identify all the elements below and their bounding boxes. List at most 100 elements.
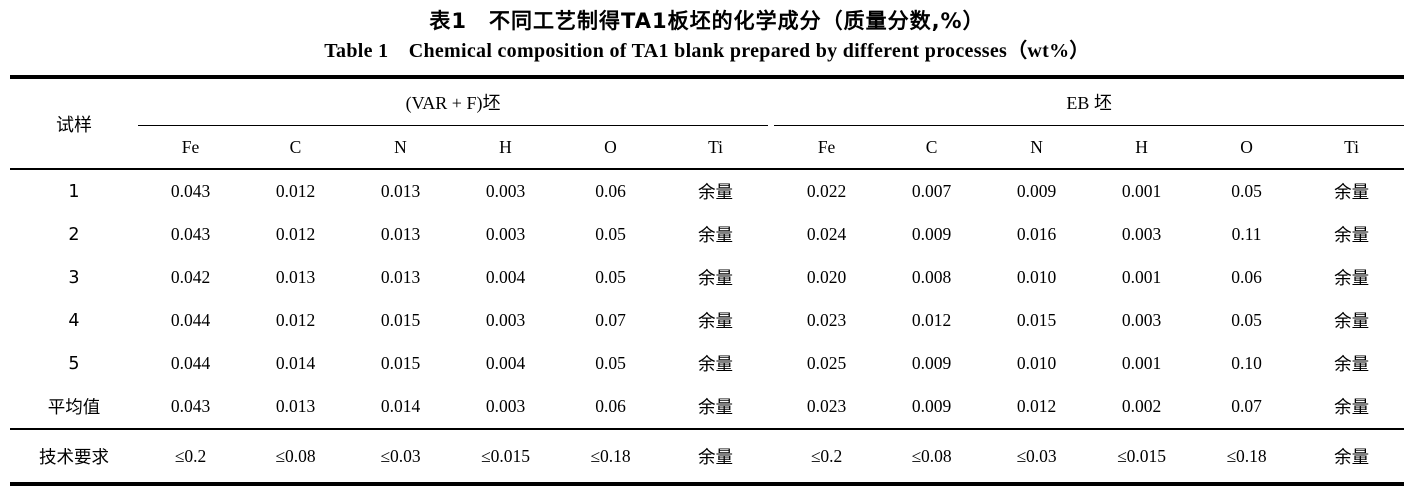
table-cell: 0.010 [1016, 267, 1057, 287]
row-label: 平均值 [47, 398, 101, 418]
table-cell: 0.023 [806, 310, 847, 330]
table-cell: 0.044 [170, 353, 211, 373]
table-cell: 0.05 [595, 353, 626, 373]
table-cell: 0.06 [595, 396, 626, 416]
requirement-row: 技术要求 ≤0.2 ≤0.08 ≤0.03 ≤0.015 ≤0.18 余量 ≤0.2 ≤0.08… [10, 428, 1405, 484]
table-cell: 余量 [698, 226, 734, 246]
table-cell: 0.009 [911, 353, 952, 373]
table-cell: 0.012 [275, 181, 316, 201]
col-header-eb-h: H [1089, 125, 1195, 170]
col-header-varf-h: H [453, 125, 558, 170]
table-cell: 0.05 [1231, 310, 1262, 330]
table-cell: 0.002 [1121, 396, 1162, 416]
table-cell: ≤0.08 [879, 428, 985, 484]
group-header-eb: EB 坯 [774, 77, 1405, 126]
table-cell: 0.015 [1016, 310, 1057, 330]
table-cell: 余量 [1334, 312, 1370, 332]
table-cell: 0.014 [380, 396, 421, 416]
table-cell: 0.043 [170, 224, 211, 244]
table-cell: 0.001 [1121, 267, 1162, 287]
row-label: 4 [68, 310, 80, 331]
table-cell: 0.008 [911, 267, 952, 287]
row-label: 1 [68, 181, 80, 202]
table-cell: 余量 [698, 398, 734, 418]
table-cell: 0.010 [1016, 353, 1057, 373]
table-cell: 0.013 [380, 224, 421, 244]
table-cell: ≤0.2 [138, 428, 243, 484]
table-cell: 余量 [1334, 355, 1370, 375]
table-cell: ≤0.015 [453, 428, 558, 484]
col-header-varf-fe: Fe [138, 125, 243, 170]
table-cell: 0.003 [485, 181, 526, 201]
table-cell: 0.003 [1121, 224, 1162, 244]
table-cell: 0.013 [275, 396, 316, 416]
col-header-varf-c: C [243, 125, 348, 170]
table-cell: 0.015 [380, 353, 421, 373]
table-cell: 0.015 [380, 310, 421, 330]
table-cell: 余量 [698, 355, 734, 375]
table-title-en: Table 1 Chemical composition of TA1 blan… [324, 40, 1090, 62]
table-cell: 0.012 [1016, 396, 1057, 416]
table-cell: 0.024 [806, 224, 847, 244]
table-cell: 0.003 [1121, 310, 1162, 330]
table-cell: 0.07 [1231, 396, 1262, 416]
table-row: 平均值 0.043 0.013 0.014 0.003 0.06 余量 0.023 0.009 0… [10, 385, 1404, 429]
table-cell: 0.11 [1231, 224, 1262, 244]
table-cell: 余量 [1334, 226, 1370, 246]
row-label: 2 [68, 224, 80, 245]
table-cell: 余量 [663, 428, 769, 484]
table-cell: 0.009 [911, 224, 952, 244]
row-label: 3 [68, 267, 80, 288]
table-cell: ≤0.015 [1089, 428, 1195, 484]
table-cell: ≤0.08 [243, 428, 348, 484]
col-header-eb-ti: Ti [1299, 125, 1405, 170]
col-header-varf-ti: Ti [663, 125, 769, 170]
table-cell: 0.009 [1016, 181, 1057, 201]
table-body: 1 0.043 0.012 0.013 0.003 0.06 余量 0.022 0.007 0.0… [10, 169, 1405, 484]
col-header-eb-o: O [1194, 125, 1300, 170]
table-cell: ≤0.2 [774, 428, 880, 484]
element-header-row: Fe C N H O Ti Fe C N H O Ti [10, 125, 1405, 170]
table-cell: ≤0.03 [348, 428, 453, 484]
row-header-label: 试样 [10, 77, 138, 170]
table-title-zh: 表1 不同工艺制得TA1板坯的化学成分（质量分数,%） [429, 9, 985, 33]
table-cell: 0.012 [911, 310, 952, 330]
table-cell: ≤0.03 [984, 428, 1090, 484]
table-cell: 0.007 [911, 181, 952, 201]
col-header-varf-o: O [558, 125, 663, 170]
group-gap [768, 125, 775, 170]
table-cell: 0.042 [170, 267, 211, 287]
table-cell: 余量 [1334, 269, 1370, 289]
table-cell: ≤0.18 [558, 428, 663, 484]
table-cell: 0.003 [485, 396, 526, 416]
table-cell: 0.05 [595, 224, 626, 244]
table-cell: 0.001 [1121, 181, 1162, 201]
table-cell: 0.043 [170, 396, 211, 416]
table-cell: 0.013 [380, 267, 421, 287]
table-cell: 0.013 [275, 267, 316, 287]
table-cell: 0.020 [806, 267, 847, 287]
table-cell: 0.043 [170, 181, 211, 201]
table-cell: 余量 [698, 183, 734, 203]
table-caption: 表1 不同工艺制得TA1板坯的化学成分（质量分数,%） Table 1 Chem… [0, 0, 1414, 66]
table-row: 4 0.044 0.012 0.015 0.003 0.07 余量 0.023 0.012 0.0… [10, 299, 1404, 342]
table-row: 1 0.043 0.012 0.013 0.003 0.06 余量 0.022 0.007 0.0… [10, 169, 1404, 213]
table-cell: 0.014 [275, 353, 316, 373]
table-cell: 0.001 [1121, 353, 1162, 373]
table-cell: 余量 [1334, 398, 1370, 418]
table-cell: 0.003 [485, 224, 526, 244]
table-cell: 0.003 [485, 310, 526, 330]
table-cell: 0.07 [595, 310, 626, 330]
table-cell: 余量 [1299, 428, 1405, 484]
group-header-varf: (VAR + F)坯 [138, 77, 769, 126]
table-row: 3 0.042 0.013 0.013 0.004 0.05 余量 0.020 0.008 0.0… [10, 256, 1404, 299]
table-cell: 余量 [1334, 183, 1370, 203]
row-label: 5 [68, 353, 80, 374]
group-gap [768, 428, 775, 484]
table-cell: 0.016 [1016, 224, 1057, 244]
table-cell: 0.044 [170, 310, 211, 330]
table-cell: 0.009 [911, 396, 952, 416]
row-label: 技术要求 [10, 428, 138, 484]
table-cell: 0.05 [1231, 181, 1262, 201]
